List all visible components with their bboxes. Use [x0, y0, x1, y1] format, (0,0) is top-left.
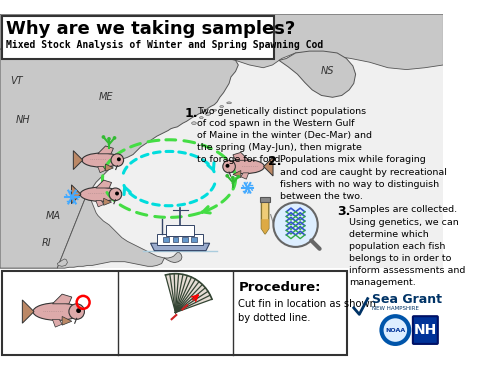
Circle shape	[274, 203, 318, 247]
Text: Samples are collected.
Using genetics, we can
determine which
population each fi: Samples are collected. Using genetics, w…	[349, 206, 466, 287]
Polygon shape	[104, 198, 111, 205]
Ellipse shape	[82, 153, 121, 167]
Text: MA: MA	[46, 210, 61, 220]
Bar	[261, 197, 270, 202]
Bar	[2, 271, 348, 355]
Text: NH: NH	[413, 323, 436, 337]
Polygon shape	[52, 294, 72, 304]
Ellipse shape	[200, 117, 203, 118]
Polygon shape	[106, 164, 113, 171]
Text: NEW HAMPSHIRE: NEW HAMPSHIRE	[372, 306, 419, 311]
Polygon shape	[57, 259, 67, 266]
Text: 1.: 1.	[185, 106, 198, 119]
Polygon shape	[262, 201, 269, 234]
Text: Populations mix while foraging
and cod are caught by recreational
fishers with n: Populations mix while foraging and cod a…	[280, 155, 447, 201]
Text: Two genetically distinct populations
of cod spawn in the Western Gulf
of Maine i: Two genetically distinct populations of …	[197, 106, 372, 164]
Text: VT: VT	[10, 76, 23, 86]
Ellipse shape	[205, 112, 211, 115]
Text: Procedure:: Procedure:	[238, 281, 321, 294]
Text: 2.: 2.	[268, 155, 281, 168]
Bar	[157, 234, 203, 245]
Circle shape	[117, 157, 121, 161]
Bar	[0, 14, 444, 268]
Polygon shape	[72, 185, 81, 204]
Circle shape	[382, 316, 409, 344]
Bar	[166, 225, 194, 236]
Circle shape	[76, 308, 81, 313]
Polygon shape	[96, 201, 104, 207]
Text: Mixed Stock Analysis of Winter and Spring Spawning Cod: Mixed Stock Analysis of Winter and Sprin…	[6, 40, 324, 50]
Text: ME: ME	[99, 92, 113, 102]
Polygon shape	[96, 180, 111, 188]
Ellipse shape	[69, 304, 84, 319]
Polygon shape	[233, 171, 241, 178]
Text: 3.: 3.	[337, 206, 350, 219]
Text: NS: NS	[321, 66, 335, 76]
Polygon shape	[241, 173, 249, 179]
Circle shape	[237, 175, 240, 178]
Polygon shape	[151, 243, 210, 251]
Ellipse shape	[223, 160, 235, 173]
Text: NOAA: NOAA	[385, 328, 406, 332]
Polygon shape	[57, 193, 182, 268]
Ellipse shape	[225, 160, 264, 174]
Ellipse shape	[220, 106, 224, 108]
Polygon shape	[97, 146, 113, 154]
Bar	[191, 237, 197, 242]
Polygon shape	[97, 166, 106, 173]
Polygon shape	[264, 157, 273, 176]
Ellipse shape	[192, 122, 196, 125]
Circle shape	[226, 164, 229, 168]
Polygon shape	[279, 51, 356, 97]
FancyBboxPatch shape	[413, 316, 438, 344]
Circle shape	[113, 136, 116, 140]
Circle shape	[115, 191, 119, 196]
Polygon shape	[262, 219, 269, 234]
Bar	[173, 237, 178, 242]
Ellipse shape	[80, 187, 120, 201]
Ellipse shape	[111, 154, 123, 166]
Circle shape	[231, 176, 235, 180]
Ellipse shape	[33, 303, 82, 320]
Text: RI: RI	[41, 238, 51, 248]
Circle shape	[102, 135, 105, 139]
Text: Why are we taking samples?: Why are we taking samples?	[6, 20, 296, 38]
Ellipse shape	[109, 188, 122, 201]
Polygon shape	[62, 316, 72, 325]
Bar	[182, 237, 188, 242]
Text: Cut fin in location as shown
by dotted line.: Cut fin in location as shown by dotted l…	[238, 299, 376, 323]
Polygon shape	[233, 152, 249, 160]
Polygon shape	[52, 319, 62, 327]
Ellipse shape	[227, 102, 231, 104]
Polygon shape	[166, 274, 212, 312]
Bar	[164, 237, 169, 242]
Polygon shape	[0, 44, 238, 268]
Text: Sea Grant: Sea Grant	[372, 293, 442, 306]
Polygon shape	[0, 14, 444, 70]
Circle shape	[107, 137, 111, 141]
Polygon shape	[73, 151, 83, 170]
Polygon shape	[23, 300, 34, 323]
Text: NH: NH	[16, 115, 30, 125]
Circle shape	[226, 174, 229, 178]
FancyBboxPatch shape	[2, 16, 275, 59]
Ellipse shape	[212, 109, 216, 111]
